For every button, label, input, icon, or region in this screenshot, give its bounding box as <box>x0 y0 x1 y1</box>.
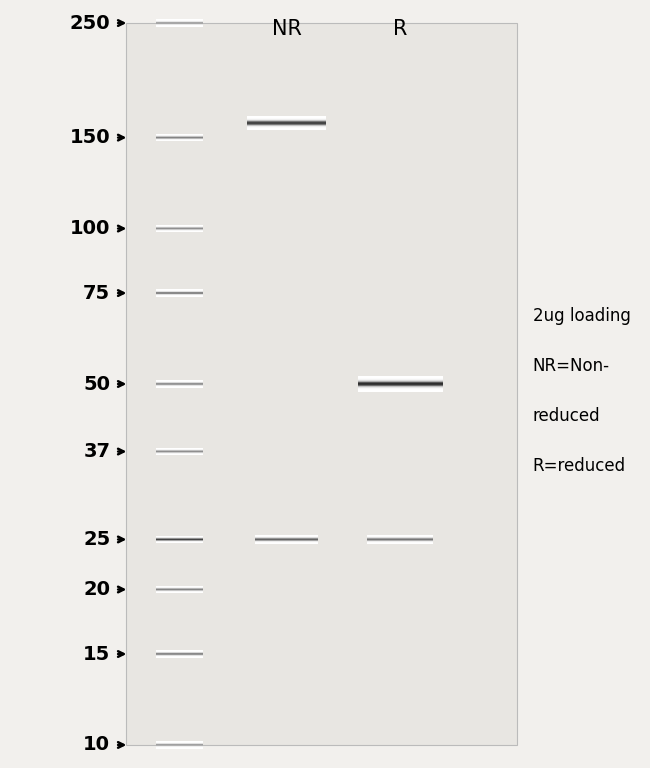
Text: 2ug loading: 2ug loading <box>532 307 630 325</box>
Text: reduced: reduced <box>532 407 600 425</box>
Text: R=reduced: R=reduced <box>532 457 626 475</box>
Text: NR: NR <box>272 19 302 39</box>
Text: 20: 20 <box>83 580 111 599</box>
Text: 250: 250 <box>70 14 110 32</box>
Text: 15: 15 <box>83 644 111 664</box>
Text: 37: 37 <box>83 442 111 461</box>
Text: 50: 50 <box>83 375 111 393</box>
Bar <box>126 23 517 745</box>
Text: NR=Non-: NR=Non- <box>532 357 610 375</box>
Text: 25: 25 <box>83 530 111 549</box>
Text: 10: 10 <box>83 736 111 754</box>
Text: 75: 75 <box>83 283 111 303</box>
Text: 100: 100 <box>70 219 111 238</box>
Text: 150: 150 <box>70 128 110 147</box>
Text: R: R <box>393 19 408 39</box>
